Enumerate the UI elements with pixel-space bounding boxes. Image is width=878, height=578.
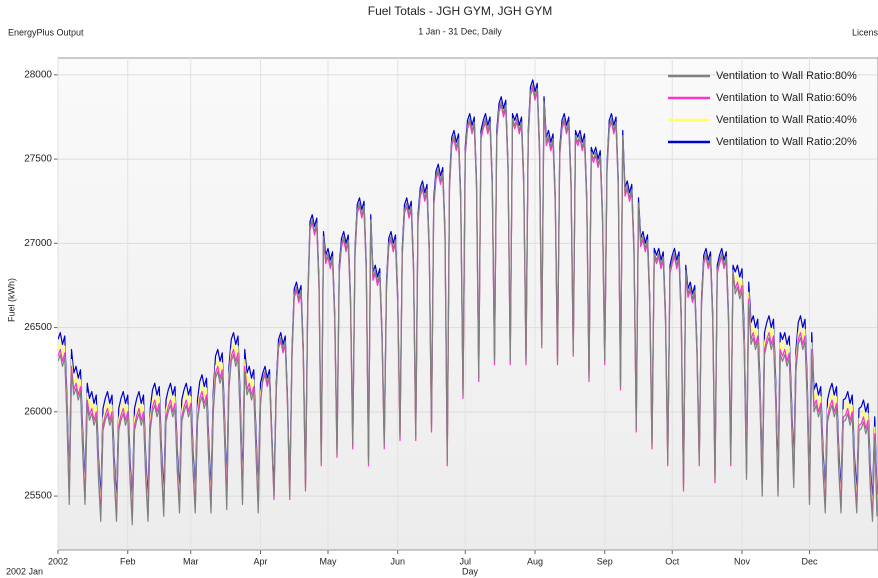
x-tick-label: Oct [665, 556, 680, 566]
x-tick-label: Sep [597, 556, 613, 566]
x-axis-label: Day [462, 566, 479, 576]
source-label: EnergyPlus Output [8, 27, 84, 37]
x-tick-label: Apr [253, 556, 267, 566]
x-tick-label: Jun [390, 556, 405, 566]
license-label: Licens [852, 27, 878, 37]
legend-label: Ventilation to Wall Ratio:60% [716, 92, 857, 104]
chart-title: Fuel Totals - JGH GYM, JGH GYM [368, 4, 552, 18]
x-tick-label: Aug [527, 556, 543, 566]
y-axis-label: Fuel (kWh) [6, 278, 16, 322]
plot-area [57, 57, 878, 551]
series-line [58, 84, 878, 526]
series-lines [58, 79, 878, 526]
y-tick-label: 28000 [24, 69, 52, 80]
y-tick-label: 26500 [24, 322, 52, 333]
x-origin-label: 2002 Jan [6, 566, 43, 576]
y-tick-label: 27000 [24, 238, 52, 249]
x-tick-label: Feb [120, 556, 136, 566]
x-tick-label: Jul [459, 556, 471, 566]
x-tick-label: Dec [801, 556, 818, 566]
y-tick-label: 26000 [24, 406, 52, 417]
y-tick-label: 25500 [24, 491, 52, 502]
legend-label: Ventilation to Wall Ratio:40% [716, 114, 857, 126]
x-tick-label: Mar [183, 556, 199, 566]
legend: Ventilation to Wall Ratio:80% Ventilation… [668, 70, 857, 148]
x-tick-label: Nov [734, 556, 751, 566]
legend-label: Ventilation to Wall Ratio:20% [716, 136, 857, 148]
x-tick-label: May [319, 556, 337, 566]
chart-subtitle: 1 Jan - 31 Dec, Daily [418, 26, 502, 36]
legend-label: Ventilation to Wall Ratio:80% [716, 70, 857, 82]
y-tick-label: 27500 [24, 154, 52, 165]
x-tick-label: 2002 [48, 556, 68, 566]
